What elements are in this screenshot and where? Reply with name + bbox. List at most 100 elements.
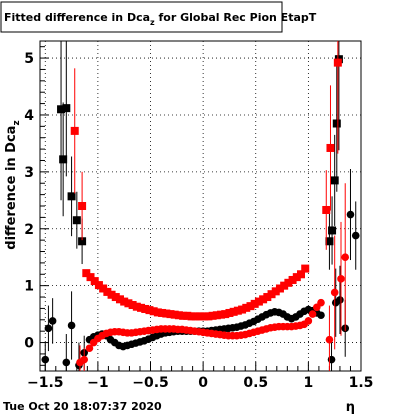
red-square-point bbox=[233, 306, 242, 315]
red-square-point bbox=[107, 290, 116, 299]
red-square-point bbox=[94, 281, 103, 290]
x-tick-label: 0 bbox=[198, 375, 208, 391]
red-square-point bbox=[179, 311, 188, 320]
black-circle-point bbox=[336, 296, 344, 304]
red-circle-point bbox=[80, 355, 89, 364]
y-tick-label: 2 bbox=[24, 222, 34, 238]
red-square-point bbox=[229, 307, 238, 316]
x-axis-label: η bbox=[346, 400, 355, 414]
red-square-point bbox=[153, 308, 162, 317]
x-tick-label: 1.5 bbox=[349, 375, 374, 391]
red-square-point bbox=[120, 297, 129, 306]
red-circle-point bbox=[330, 288, 339, 297]
red-square-point bbox=[103, 287, 112, 296]
black-circle-point bbox=[346, 210, 355, 219]
red-circle-point bbox=[337, 275, 345, 283]
red-square-point bbox=[86, 273, 95, 282]
red-square-point bbox=[200, 312, 209, 321]
red-square-point bbox=[221, 310, 230, 319]
red-circle-point bbox=[304, 317, 313, 325]
black-square-point bbox=[67, 192, 76, 201]
y-tick-labels: 0 1 2 3 4 5 bbox=[24, 51, 34, 351]
red-square-point bbox=[322, 205, 331, 214]
red-square-point bbox=[208, 311, 217, 320]
red-square-point bbox=[70, 126, 79, 135]
red-square-point bbox=[259, 295, 268, 304]
red-square-point bbox=[292, 273, 301, 282]
black-circle-point bbox=[48, 317, 57, 325]
red-square-point bbox=[145, 306, 154, 315]
red-square-point bbox=[99, 284, 108, 293]
black-circle-point bbox=[67, 321, 76, 330]
red-square-point bbox=[162, 309, 171, 318]
x-tick-label: −1 bbox=[87, 375, 108, 391]
red-square-point bbox=[238, 305, 247, 314]
red-square-point bbox=[90, 277, 99, 286]
red-square-point bbox=[301, 264, 310, 273]
y-axis-label: difference in Dcaz bbox=[4, 120, 22, 249]
y-tick-label: 0 bbox=[24, 336, 34, 352]
axes bbox=[40, 46, 362, 371]
timestamp: Tue Oct 20 18:07:37 2020 bbox=[3, 400, 162, 413]
red-square-point bbox=[183, 311, 192, 320]
black-square-point bbox=[57, 105, 66, 114]
y-tick-label: 3 bbox=[24, 165, 34, 181]
red-circle-point bbox=[325, 335, 334, 344]
y-tick-label: 5 bbox=[24, 51, 34, 67]
red-square-point bbox=[284, 278, 293, 287]
chart-title: Fitted difference in Dcaz for Global Rec… bbox=[0, 1, 317, 33]
black-square-point bbox=[62, 104, 71, 113]
red-square-point bbox=[195, 312, 204, 321]
red-square-point bbox=[204, 312, 213, 321]
black-square-point bbox=[332, 119, 341, 128]
red-square-point bbox=[297, 270, 306, 279]
red-square-point bbox=[271, 287, 280, 296]
red-square-point bbox=[333, 58, 342, 67]
x-tick-label: 1 bbox=[304, 375, 314, 391]
red-square-point bbox=[78, 202, 87, 210]
red-circle-point bbox=[317, 298, 325, 307]
red-square-point bbox=[141, 304, 150, 313]
black-circle-point bbox=[327, 355, 336, 364]
title-box bbox=[0, 1, 283, 33]
red-square-point bbox=[217, 310, 226, 319]
black-circle-point bbox=[62, 358, 71, 367]
red-square-point bbox=[250, 299, 259, 308]
red-square-point bbox=[137, 303, 146, 312]
red-circle-point bbox=[341, 253, 350, 262]
red-square-point bbox=[267, 290, 276, 299]
x-tick-labels: −1.5 −1 −0.5 0 0.5 1 1.5 bbox=[27, 375, 373, 391]
red-square-point bbox=[115, 295, 124, 304]
black-circle-point bbox=[317, 311, 325, 320]
red-square-point bbox=[242, 303, 251, 312]
red-square-point bbox=[128, 301, 137, 309]
red-square-point bbox=[149, 307, 158, 316]
black-circle-point bbox=[351, 231, 360, 240]
red-square-point bbox=[191, 312, 200, 321]
red-circle-point bbox=[85, 344, 94, 353]
red-circle-point bbox=[308, 310, 317, 318]
black-square-point bbox=[72, 216, 81, 225]
red-square-point bbox=[288, 275, 297, 284]
title-text: Fitted difference in Dcaz for Global Rec… bbox=[4, 11, 317, 27]
red-square-point bbox=[174, 311, 183, 320]
black-circle-point bbox=[41, 355, 50, 364]
grid-lines bbox=[40, 41, 361, 371]
red-square-point bbox=[275, 284, 284, 293]
red-square-point bbox=[132, 302, 141, 311]
black-square-point bbox=[59, 155, 68, 164]
red-square-point bbox=[254, 297, 263, 306]
red-square-point bbox=[263, 293, 272, 302]
red-square-point bbox=[166, 310, 175, 319]
red-square-point bbox=[111, 293, 120, 302]
black-square-point bbox=[325, 237, 334, 246]
x-tick-label: −0.5 bbox=[132, 375, 169, 391]
red-square-point bbox=[280, 281, 289, 290]
red-square-point bbox=[158, 308, 167, 317]
red-square-point bbox=[82, 269, 91, 278]
black-square-point bbox=[330, 176, 339, 185]
x-tick-label: −1.5 bbox=[27, 375, 64, 391]
red-square-point bbox=[187, 312, 196, 321]
red-square-point bbox=[225, 308, 234, 317]
